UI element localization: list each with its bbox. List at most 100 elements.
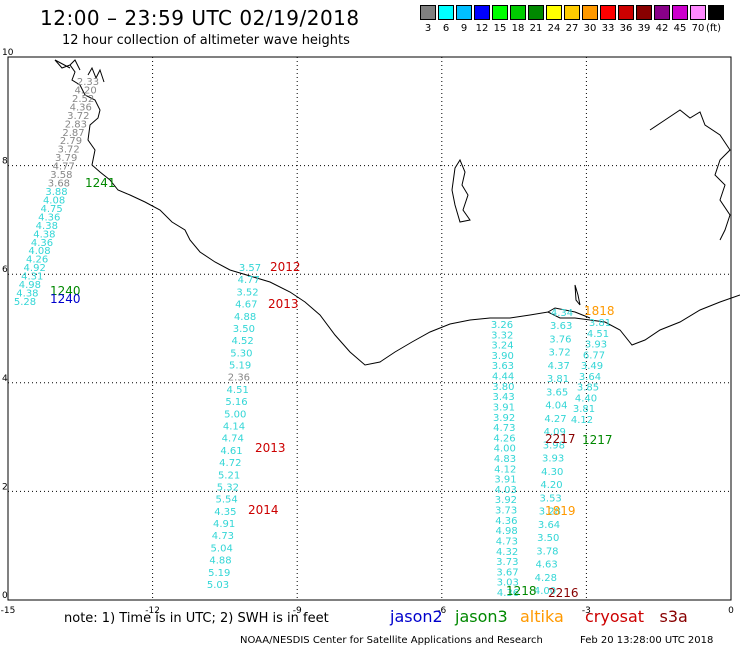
satellite-name: jason2 <box>390 607 443 626</box>
swh-value: 5.16 <box>225 397 247 408</box>
swh-value: 5.00 <box>224 409 246 420</box>
swh-value: 3.98 <box>543 440 565 451</box>
swh-value: 4.26 <box>26 255 48 266</box>
swh-value: 3.92 <box>493 413 515 424</box>
swh-value: 4.34 <box>551 308 573 319</box>
swh-value: 4.36 <box>497 588 519 599</box>
swh-value: 4.61 <box>220 446 242 457</box>
legend-swatch <box>492 5 508 20</box>
swh-value: 4.36 <box>38 212 60 223</box>
swh-value: 4.38 <box>36 221 58 232</box>
swh-value: 2.52 <box>72 94 94 105</box>
y-tick-label: 2 <box>2 482 8 492</box>
pass-time-label: 1218 <box>506 584 537 598</box>
swh-value: 3.72 <box>57 145 79 156</box>
legend-label: 27 <box>565 23 579 34</box>
legend-label: 30 <box>583 23 597 34</box>
swh-value: 3.65 <box>546 387 568 398</box>
swh-value: 3.88 <box>45 187 67 198</box>
swh-value: 3.63 <box>492 361 514 372</box>
swh-value: 3.91 <box>494 475 516 486</box>
pass-time-label: 2013 <box>255 441 286 455</box>
satellite-name: cryosat <box>585 607 645 626</box>
x-tick-label: 0 <box>728 606 734 616</box>
coastline <box>54 59 740 366</box>
swh-value: 4.36 <box>70 102 92 113</box>
legend-label: 15 <box>493 23 507 34</box>
y-tick-label: 6 <box>2 265 8 275</box>
page-subtitle: 12 hour collection of altimeter wave hei… <box>62 33 350 48</box>
swh-value: 4.72 <box>219 458 241 469</box>
pass-time-label: 1241 <box>85 176 116 190</box>
swh-value: 4.30 <box>541 467 563 478</box>
swh-value: 4.91 <box>213 519 235 530</box>
swh-value: 3.73 <box>496 557 518 568</box>
swh-value: 4.88 <box>234 312 256 323</box>
legend-swatch <box>528 5 544 20</box>
legend-swatch <box>564 5 580 20</box>
swh-value: 4.36 <box>31 238 53 249</box>
swh-value: 3.57 <box>239 263 261 274</box>
legend-swatch <box>636 5 652 20</box>
plot-frame <box>7 56 732 601</box>
legend-label: 9 <box>460 23 468 34</box>
swh-value: 4.67 <box>235 300 257 311</box>
map-grid <box>7 56 732 601</box>
swh-value: 4.12 <box>571 415 593 426</box>
swh-value: 3.24 <box>491 341 513 352</box>
swh-value: 2.33 <box>77 77 99 88</box>
swh-value: 5.03 <box>207 580 229 591</box>
y-tick-label: 4 <box>2 374 8 384</box>
swh-value: 5.30 <box>230 348 252 359</box>
swh-value: 4.73 <box>496 536 518 547</box>
legend-swatch <box>618 5 634 20</box>
lake-shape-ne <box>649 109 731 241</box>
swh-value: 4.27 <box>544 414 566 425</box>
swh-value: 5.19 <box>208 568 230 579</box>
swh-value: 4.26 <box>493 433 515 444</box>
swh-value: 5.19 <box>229 361 251 372</box>
swh-value: 4.38 <box>33 229 55 240</box>
swh-value: 4.88 <box>209 556 231 567</box>
swh-value: 5.54 <box>215 495 237 506</box>
satellite-name: jason3 <box>455 607 508 626</box>
swh-value: 3.43 <box>492 392 514 403</box>
legend-label: 21 <box>529 23 543 34</box>
swh-value: 3.32 <box>491 330 513 341</box>
page-title: 12:00 – 23:59 UTC 02/19/2018 <box>40 6 360 30</box>
legend-swatch <box>474 5 490 20</box>
swh-value: 3.81 <box>589 318 611 329</box>
legend-swatch <box>420 5 436 20</box>
swh-value: 3.58 <box>50 170 72 181</box>
legend-label: 70 <box>691 23 705 34</box>
y-tick-label: 10 <box>2 48 14 58</box>
pass-time-label: 2217 <box>545 432 576 446</box>
swh-value: 3.52 <box>236 287 258 298</box>
footer-credit: NOAA/NESDIS Center for Satellite Applica… <box>240 635 543 646</box>
pass-time-label: 2012 <box>270 260 301 274</box>
swh-value: 3.64 <box>538 520 560 531</box>
swh-value: 4.08 <box>28 246 50 257</box>
swh-value: 4.98 <box>19 280 41 291</box>
swh-value: 6.77 <box>583 350 605 361</box>
legend-swatch <box>546 5 562 20</box>
swh-value: 3.79 <box>55 153 77 164</box>
swh-value: 4.63 <box>535 560 557 571</box>
swh-value: 4.52 <box>231 336 253 347</box>
island-shape <box>574 284 581 306</box>
swh-value: 5.28 <box>14 297 36 308</box>
swh-value: 3.50 <box>233 324 255 335</box>
swh-value: 4.98 <box>495 526 517 537</box>
swh-value: 4.12 <box>494 464 516 475</box>
x-tick-label: -12 <box>145 606 160 616</box>
swh-value: 3.90 <box>492 351 514 362</box>
swh-value: 3.28 <box>539 507 561 518</box>
legend-swatch <box>582 5 598 20</box>
legend-label: 24 <box>547 23 561 34</box>
swh-value: 3.63 <box>550 321 572 332</box>
satellite-name: s3a <box>659 607 688 626</box>
legend-label: 18 <box>511 23 525 34</box>
delta-shape <box>547 307 591 319</box>
swh-value: 3.49 <box>581 361 603 372</box>
swh-value: 4.09 <box>544 427 566 438</box>
